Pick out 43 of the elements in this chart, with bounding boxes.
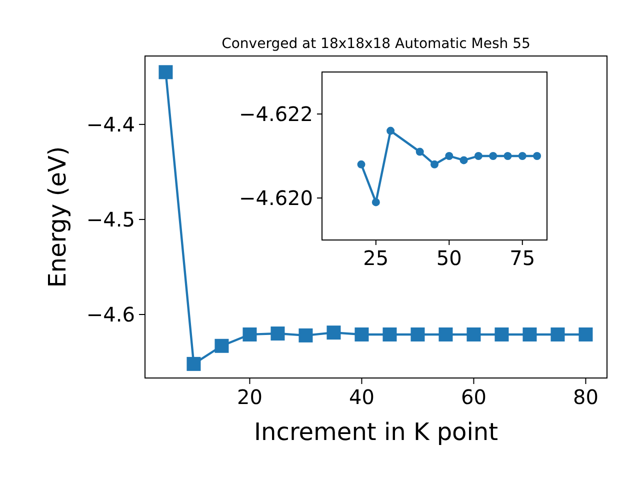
point (518, 152, 526, 160)
point (430, 160, 438, 168)
y-tick-label: −4.4 (86, 112, 135, 136)
point (214, 338, 229, 353)
point (494, 327, 509, 342)
y-tick-label: −4.620 (238, 186, 313, 210)
x-tick-label: 25 (363, 246, 389, 270)
point (270, 326, 285, 341)
point (578, 327, 593, 342)
x-tick-label: 50 (436, 246, 462, 270)
point (489, 152, 498, 160)
point (298, 328, 313, 342)
x-tick-label: 20 (236, 385, 262, 409)
point (460, 156, 468, 164)
x-axis-title: Increment in K point (254, 418, 498, 446)
point (242, 327, 257, 342)
x-tick-label: 80 (572, 385, 598, 409)
point (186, 356, 201, 371)
y-tick-label: −4.6 (86, 302, 135, 327)
x-tick-label: 75 (510, 246, 536, 270)
point (386, 126, 395, 135)
point (410, 327, 425, 342)
chart-title: Converged at 18x18x18 Automatic Mesh 55 (222, 36, 530, 52)
point (550, 327, 565, 342)
x-tick-label: 60 (460, 385, 486, 409)
point (438, 327, 453, 342)
y-tick-label: −4.622 (238, 102, 313, 126)
point (326, 326, 341, 340)
point (533, 152, 542, 160)
y-axis-title: Energy (eV) (43, 146, 72, 288)
point (474, 152, 482, 160)
point (357, 160, 366, 168)
point (504, 152, 512, 160)
point (382, 327, 397, 342)
point (466, 327, 481, 342)
point (416, 148, 424, 156)
point (158, 65, 173, 80)
point (445, 152, 454, 160)
y-tick-label: −4.5 (86, 207, 135, 232)
point (354, 327, 369, 342)
point (372, 198, 380, 206)
x-tick-label: 40 (348, 385, 374, 409)
point (522, 327, 537, 342)
